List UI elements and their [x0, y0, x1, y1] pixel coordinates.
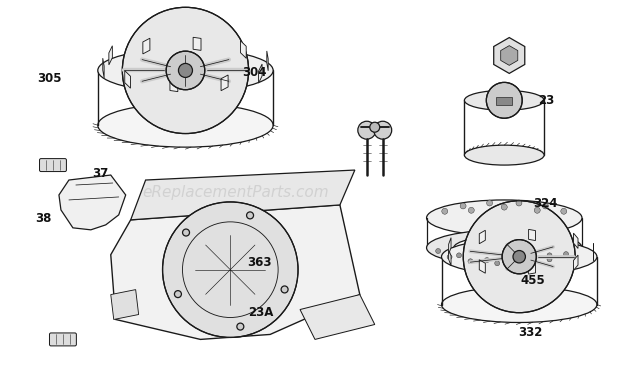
Ellipse shape [427, 200, 582, 236]
Polygon shape [59, 175, 126, 230]
Circle shape [182, 229, 190, 236]
Circle shape [468, 207, 474, 213]
Polygon shape [449, 249, 451, 266]
Polygon shape [109, 46, 112, 65]
Polygon shape [131, 170, 355, 220]
Circle shape [523, 260, 528, 265]
FancyBboxPatch shape [50, 333, 76, 346]
Polygon shape [193, 37, 201, 50]
Circle shape [513, 250, 525, 263]
Circle shape [281, 286, 288, 293]
Circle shape [547, 257, 552, 262]
Polygon shape [143, 38, 150, 54]
Ellipse shape [98, 48, 273, 92]
Circle shape [442, 208, 448, 214]
Text: 363: 363 [247, 256, 272, 269]
Polygon shape [449, 238, 451, 254]
Polygon shape [494, 38, 525, 73]
Polygon shape [241, 41, 246, 58]
Circle shape [486, 83, 522, 118]
Circle shape [122, 7, 249, 134]
Polygon shape [259, 64, 262, 83]
Circle shape [447, 255, 452, 259]
Text: 37: 37 [92, 168, 109, 181]
Circle shape [358, 121, 376, 139]
Ellipse shape [464, 90, 544, 110]
Polygon shape [103, 58, 104, 78]
Polygon shape [221, 75, 228, 91]
Polygon shape [267, 51, 268, 71]
Circle shape [436, 249, 441, 253]
Circle shape [560, 208, 567, 214]
Ellipse shape [427, 230, 582, 266]
Text: 304: 304 [242, 66, 267, 79]
Circle shape [516, 200, 522, 206]
Circle shape [502, 204, 507, 210]
Circle shape [487, 200, 492, 206]
Circle shape [463, 201, 575, 313]
Text: 23A: 23A [248, 306, 273, 319]
Circle shape [247, 212, 254, 219]
Circle shape [542, 203, 549, 209]
Text: 23: 23 [539, 94, 555, 107]
Ellipse shape [441, 287, 597, 323]
Text: 332: 332 [518, 326, 542, 339]
Bar [496, 97, 512, 105]
Bar [506, 295, 533, 303]
Circle shape [456, 253, 461, 258]
Circle shape [484, 258, 489, 263]
Ellipse shape [98, 103, 273, 147]
Polygon shape [125, 71, 130, 88]
Bar [170, 113, 201, 123]
Text: 305: 305 [37, 72, 61, 85]
Circle shape [564, 252, 569, 257]
Circle shape [547, 253, 552, 258]
Polygon shape [111, 205, 360, 339]
Polygon shape [479, 260, 485, 273]
Circle shape [237, 323, 244, 330]
Polygon shape [574, 233, 578, 248]
Polygon shape [529, 229, 536, 241]
Circle shape [534, 207, 540, 213]
Circle shape [374, 121, 392, 139]
Circle shape [460, 203, 466, 209]
Polygon shape [111, 290, 139, 319]
Text: 455: 455 [520, 273, 545, 287]
Polygon shape [574, 255, 578, 270]
Circle shape [502, 240, 536, 274]
Circle shape [174, 290, 182, 297]
Circle shape [179, 63, 192, 77]
Circle shape [519, 258, 524, 263]
Polygon shape [501, 46, 518, 65]
Circle shape [162, 202, 298, 337]
Circle shape [495, 261, 500, 266]
Text: eReplacementParts.com: eReplacementParts.com [143, 185, 329, 200]
Polygon shape [479, 230, 485, 244]
Circle shape [468, 259, 473, 264]
Ellipse shape [454, 236, 555, 259]
Circle shape [166, 51, 205, 90]
Text: 324: 324 [534, 197, 558, 210]
Polygon shape [170, 78, 178, 92]
Polygon shape [529, 263, 536, 274]
Polygon shape [300, 295, 374, 339]
FancyBboxPatch shape [40, 159, 66, 172]
Ellipse shape [464, 145, 544, 165]
Bar [188, 113, 213, 121]
Ellipse shape [441, 239, 597, 275]
Circle shape [370, 122, 379, 132]
Text: 38: 38 [35, 212, 51, 225]
